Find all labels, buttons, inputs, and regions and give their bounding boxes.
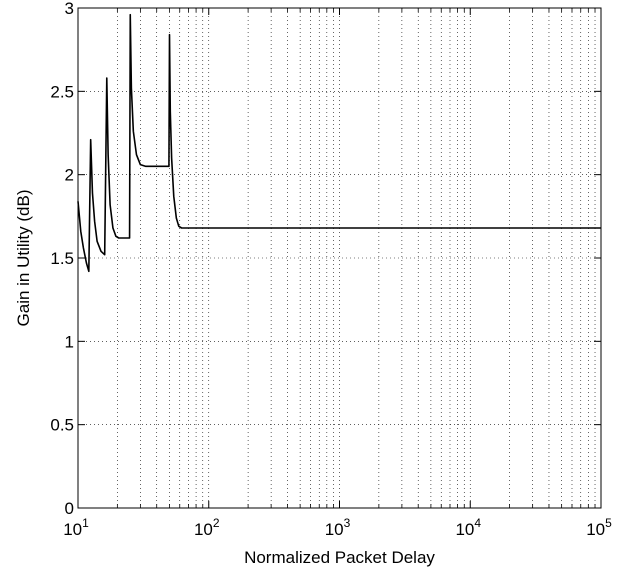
grid [78, 8, 601, 508]
y-tick-label: 2 [65, 166, 74, 185]
x-tick-label: 103 [325, 516, 351, 539]
y-tick-label: 2.5 [50, 82, 74, 101]
y-tick-label: 1 [65, 332, 74, 351]
x-tick-label: 101 [63, 516, 89, 539]
x-tick-label: 105 [586, 516, 612, 539]
x-tick-label: 102 [194, 516, 220, 539]
y-axis-title: Gain in Utility (dB) [14, 190, 33, 327]
series-line [77, 13, 601, 273]
series-layer [77, 13, 601, 273]
x-axis-title: Normalized Packet Delay [244, 548, 435, 567]
y-tick-label: 3 [65, 0, 74, 18]
x-tick-label: 104 [455, 516, 481, 539]
tick-labels: 101 102 103 104 105 0 0.5 1 1.5 2 2.5 3 [50, 0, 612, 539]
ticks [77, 7, 602, 509]
y-tick-label: 1.5 [50, 249, 74, 268]
y-tick-label: 0.5 [50, 416, 74, 435]
y-tick-label: 0 [65, 499, 74, 518]
